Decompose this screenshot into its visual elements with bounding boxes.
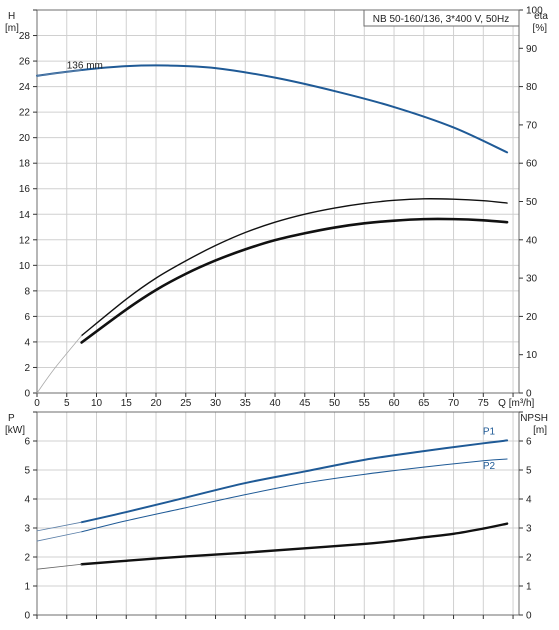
series-line-power-npsh-2 bbox=[80, 522, 509, 566]
y-left-tick-label: 16 bbox=[19, 184, 31, 195]
y-right-tick-label: 90 bbox=[526, 44, 538, 55]
x-tick-label: 60 bbox=[388, 398, 400, 409]
chart-title: NB 50-160/136, 3*400 V, 50Hz bbox=[373, 14, 509, 25]
y-left-tick-label: 4 bbox=[24, 337, 30, 348]
x-tick-label: 40 bbox=[269, 398, 281, 409]
y-right-tick-label: 0 bbox=[526, 611, 532, 622]
x-tick-label: 10 bbox=[91, 398, 103, 409]
y-right-tick-label: 50 bbox=[526, 197, 538, 208]
y-right-tick-label: 80 bbox=[526, 82, 538, 93]
y-right-tick-label: 5 bbox=[526, 466, 532, 477]
y-left-tick-label: 5 bbox=[24, 466, 30, 477]
series-line-head-efficiency-0 bbox=[36, 64, 509, 154]
x-tick-label: 65 bbox=[418, 398, 430, 409]
plot-frame-power-npsh bbox=[36, 411, 520, 616]
y-left-tick-label: 14 bbox=[19, 210, 31, 221]
series-line-head-efficiency-4 bbox=[36, 335, 83, 394]
y-left-axis-label: H bbox=[8, 11, 15, 22]
y-right-tick-label: 4 bbox=[526, 495, 532, 506]
series-label-p1: P1 bbox=[483, 426, 496, 437]
y-right-tick-label: 20 bbox=[526, 312, 538, 323]
series-line-power-npsh-3 bbox=[36, 521, 83, 532]
y-right-axis-label: NPSH bbox=[520, 413, 548, 424]
y-left-axis-unit: [m] bbox=[5, 23, 19, 34]
x-tick-label: 45 bbox=[299, 398, 311, 409]
y-right-tick-label: 2 bbox=[526, 553, 532, 564]
y-right-tick-label: 1 bbox=[526, 582, 532, 593]
y-right-tick-label: 70 bbox=[526, 120, 538, 131]
plot-area-power-npsh bbox=[37, 412, 519, 615]
y-left-tick-label: 22 bbox=[19, 108, 31, 119]
x-tick-label: 30 bbox=[210, 398, 222, 409]
series-line-power-npsh-4 bbox=[36, 531, 83, 542]
y-left-tick-label: 1 bbox=[24, 582, 30, 593]
annotation-impeller-diameter: 136 mm bbox=[67, 61, 103, 72]
x-tick-label: 50 bbox=[329, 398, 341, 409]
y-right-axis-unit: [m] bbox=[533, 425, 547, 436]
y-left-tick-label: 8 bbox=[24, 286, 30, 297]
y-left-tick-label: 2 bbox=[24, 363, 30, 374]
series-line-head-efficiency-2 bbox=[80, 198, 508, 337]
y-left-tick-label: 18 bbox=[19, 159, 31, 170]
y-left-tick-label: 2 bbox=[24, 553, 30, 564]
y-left-tick-label: 6 bbox=[24, 312, 30, 323]
y-left-tick-label: 26 bbox=[19, 57, 31, 68]
y-right-tick-label: 40 bbox=[526, 235, 538, 246]
y-left-tick-label: 3 bbox=[24, 524, 30, 535]
series-label-p2: P2 bbox=[483, 461, 496, 472]
y-left-tick-label: 0 bbox=[24, 389, 30, 400]
y-left-tick-label: 10 bbox=[19, 261, 31, 272]
y-left-tick-label: 6 bbox=[24, 437, 30, 448]
chart-title-box bbox=[363, 9, 520, 27]
x-tick-label: 75 bbox=[478, 398, 490, 409]
x-tick-label: 0 bbox=[34, 398, 40, 409]
y-left-tick-label: 24 bbox=[19, 82, 31, 93]
y-left-tick-label: 0 bbox=[24, 611, 30, 622]
y-right-axis-label: eta bbox=[534, 11, 548, 22]
x-tick-label: 5 bbox=[64, 398, 70, 409]
y-left-tick-label: 20 bbox=[19, 133, 31, 144]
series-line-power-npsh-5 bbox=[36, 563, 83, 570]
x-axis-label: Q [m³/h] bbox=[498, 398, 534, 409]
series-line-head-efficiency-1 bbox=[36, 69, 83, 77]
y-right-tick-label: 60 bbox=[526, 159, 538, 170]
y-left-tick-label: 12 bbox=[19, 235, 31, 246]
y-right-axis-unit: [%] bbox=[533, 23, 548, 34]
y-right-tick-label: 100 bbox=[526, 6, 543, 17]
y-right-tick-label: 6 bbox=[526, 437, 532, 448]
y-right-tick-label: 3 bbox=[526, 524, 532, 535]
series-line-power-npsh-0 bbox=[80, 439, 509, 524]
x-tick-label: 25 bbox=[180, 398, 192, 409]
y-left-tick-label: 28 bbox=[19, 31, 31, 42]
y-right-tick-label: 10 bbox=[526, 350, 538, 361]
y-right-tick-label: 30 bbox=[526, 274, 538, 285]
plot-area-head-efficiency bbox=[37, 10, 519, 393]
y-left-axis-label: P bbox=[8, 413, 15, 424]
x-tick-label: 15 bbox=[121, 398, 133, 409]
x-tick-label: 55 bbox=[359, 398, 371, 409]
y-left-tick-label: 4 bbox=[24, 495, 30, 506]
x-tick-label: 20 bbox=[150, 398, 162, 409]
y-right-tick-label: 0 bbox=[526, 389, 532, 400]
series-line-power-npsh-1 bbox=[81, 458, 508, 533]
x-tick-label: 70 bbox=[448, 398, 460, 409]
x-tick-label: 35 bbox=[240, 398, 252, 409]
series-line-head-efficiency-3 bbox=[80, 217, 509, 344]
y-left-axis-unit: [kW] bbox=[5, 425, 25, 436]
